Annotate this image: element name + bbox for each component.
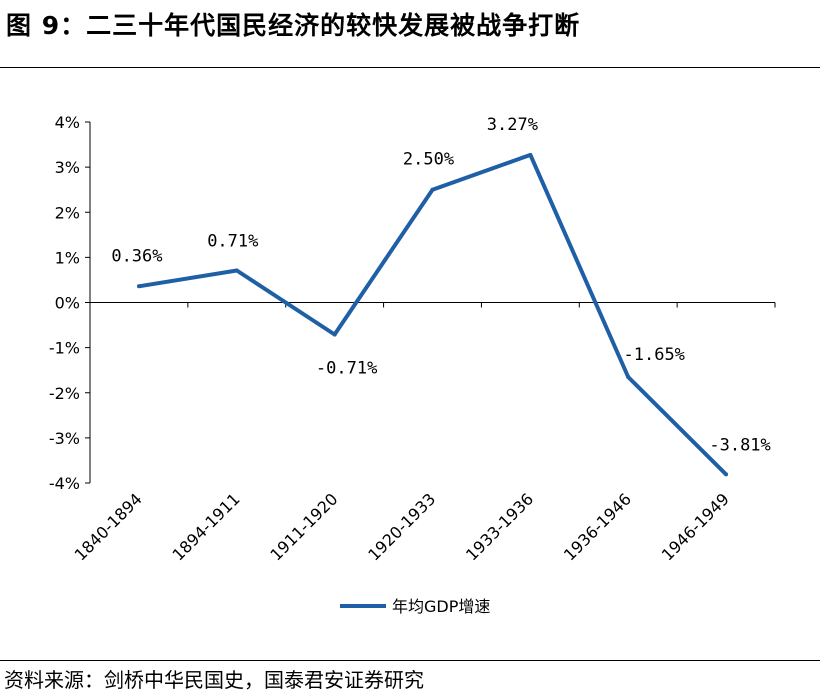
data-label: 0.71% [207,231,258,251]
source-note: 资料来源：剑桥中华民国史，国泰君安证券研究 [4,668,424,692]
data-point [234,268,239,273]
y-tick-label: 2% [55,203,80,222]
y-tick-label: -2% [49,384,80,403]
x-tick-label: 1894-1911 [169,489,244,564]
source-divider [0,660,820,661]
data-label: -3.81% [709,435,770,455]
y-tick-label: 1% [55,248,80,267]
data-label: 2.50% [403,150,454,170]
x-tick-label: 1840-1894 [71,489,146,564]
data-point [430,187,435,192]
y-tick-label: -4% [49,474,80,493]
x-tick-label: 1911-1920 [266,489,341,564]
data-point [528,152,533,157]
page-title: 图 9：二三十年代国民经济的较快发展被战争打断 [6,11,581,40]
data-point [626,374,631,379]
line-chart: 4% 3% 2% 1% 0% -1% -2% -3% -4%1840-1894 1894-1911… [49,113,776,616]
y-tick-label: 4% [55,113,80,132]
data-label: -0.71% [316,359,377,379]
y-tick-label: 3% [55,158,80,177]
data-label: -1.65% [624,345,685,365]
y-tick-label: -3% [49,429,80,448]
x-tick-label: 1920-1933 [364,489,439,564]
y-tick-label: -1% [49,339,80,358]
series-line-gdp-growth [138,152,728,476]
x-tick-label: 1936-1946 [560,489,635,564]
data-point [136,284,141,289]
data-label: 0.36% [111,246,162,266]
data-label: 3.27% [487,115,538,135]
title-divider [0,67,820,68]
data-point [332,332,337,337]
legend-label: 年均GDP增速 [392,597,490,616]
x-tick-label: 1946-1949 [658,489,733,564]
x-tick-label: 1933-1936 [462,489,537,564]
data-point [724,472,729,477]
y-tick-label: 0% [55,294,80,313]
